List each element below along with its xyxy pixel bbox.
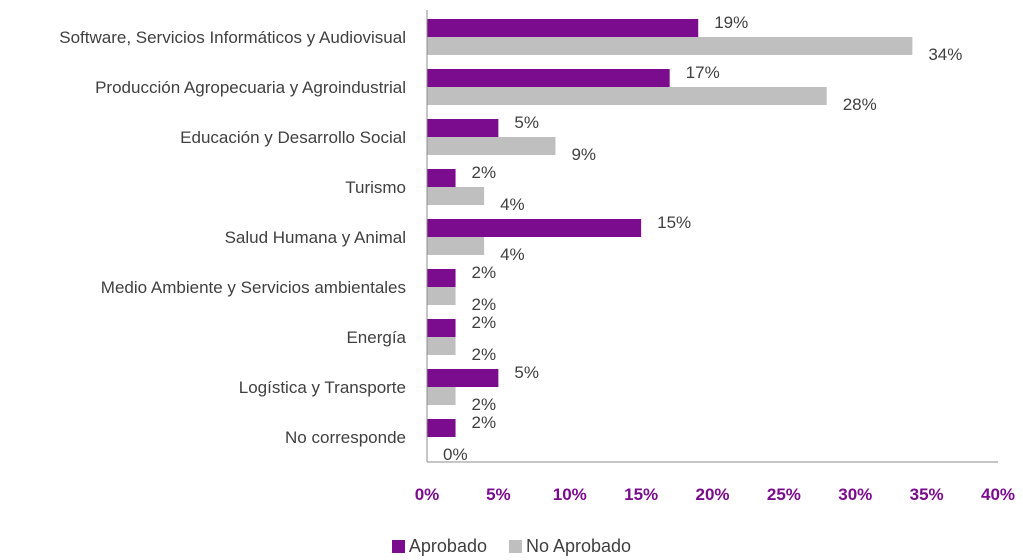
bar-aprobado (427, 19, 699, 37)
legend-label-aprobado: Aprobado (408, 536, 487, 556)
bar-aprobado (427, 319, 456, 337)
category-label: Software, Servicios Informáticos y Audio… (59, 28, 406, 47)
data-label-no-aprobado: 9% (571, 145, 596, 164)
data-label-aprobado: 2% (472, 313, 497, 332)
category-label: Salud Humana y Animal (225, 228, 406, 247)
bar-no-aprobado (427, 337, 456, 355)
legend-item-no-aprobado: No Aprobado (508, 536, 632, 557)
x-tick-label: 20% (695, 485, 729, 504)
category-label: Turismo (345, 178, 406, 197)
bar-aprobado (427, 119, 499, 137)
bar-chart: Software, Servicios Informáticos y Audio… (59, 10, 1015, 504)
data-label-no-aprobado: 2% (472, 345, 497, 364)
legend: Aprobado No Aprobado (0, 536, 1023, 557)
x-tick-label: 15% (624, 485, 658, 504)
x-tick-label: 30% (838, 485, 872, 504)
bar-no-aprobado (427, 287, 456, 305)
bar-no-aprobado (427, 137, 556, 155)
category-label: Educación y Desarrollo Social (180, 128, 406, 147)
bar-no-aprobado (427, 187, 485, 205)
bar-no-aprobado (427, 37, 913, 55)
data-label-aprobado: 19% (714, 13, 748, 32)
bar-aprobado (427, 69, 670, 87)
bar-no-aprobado (427, 87, 827, 105)
data-label-no-aprobado: 34% (928, 45, 962, 64)
bar-aprobado (427, 169, 456, 187)
legend-swatch-aprobado (391, 540, 405, 553)
x-tick-label: 10% (553, 485, 587, 504)
data-label-aprobado: 2% (472, 413, 497, 432)
bar-no-aprobado (427, 387, 456, 405)
data-label-aprobado: 2% (472, 163, 497, 182)
bar-aprobado (427, 219, 642, 237)
data-label-no-aprobado: 28% (843, 95, 877, 114)
data-label-aprobado: 15% (657, 213, 691, 232)
category-label: Energía (346, 328, 406, 347)
bar-aprobado (427, 369, 499, 387)
x-tick-label: 35% (910, 485, 944, 504)
category-label: Medio Ambiente y Servicios ambientales (101, 278, 406, 297)
data-label-no-aprobado: 4% (500, 195, 525, 214)
legend-label-no-aprobado: No Aprobado (525, 536, 632, 556)
data-label-no-aprobado: 0% (443, 445, 468, 464)
x-tick-label: 40% (981, 485, 1015, 504)
category-label: Producción Agropecuaria y Agroindustrial (95, 78, 406, 97)
data-label-no-aprobado: 2% (472, 395, 497, 414)
x-tick-label: 25% (767, 485, 801, 504)
x-tick-label: 0% (415, 485, 440, 504)
category-label: Logística y Transporte (239, 378, 406, 397)
data-label-aprobado: 5% (514, 113, 539, 132)
legend-swatch-no-aprobado (508, 540, 522, 553)
data-label-no-aprobado: 2% (472, 295, 497, 314)
bar-no-aprobado (427, 237, 485, 255)
data-label-aprobado: 5% (514, 363, 539, 382)
data-label-aprobado: 17% (686, 63, 720, 82)
bar-aprobado (427, 269, 456, 287)
x-tick-label: 5% (486, 485, 511, 504)
data-label-no-aprobado: 4% (500, 245, 525, 264)
data-label-aprobado: 2% (472, 263, 497, 282)
bar-aprobado (427, 419, 456, 437)
legend-item-aprobado: Aprobado (391, 536, 487, 557)
category-label: No corresponde (285, 428, 406, 447)
